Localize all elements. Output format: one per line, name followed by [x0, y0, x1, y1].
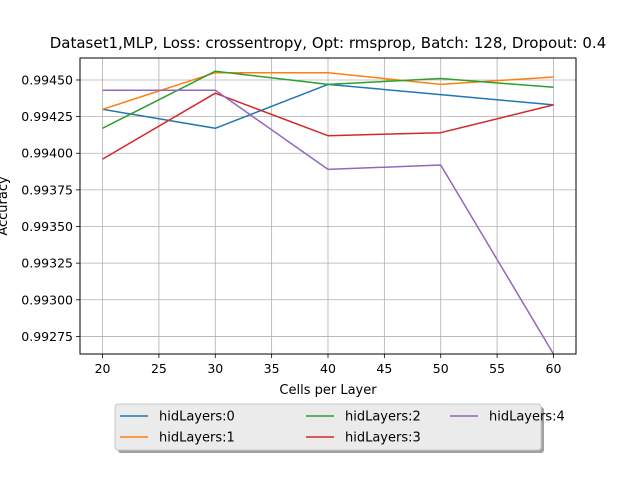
x-axis-ticks: 20 25 30 35 40 45 50 55 60 [95, 354, 562, 376]
legend-items: hidLayers:0 hidLayers:1 hidLayers:2 hidLaye… [120, 410, 565, 446]
x-tick-label: 30 [207, 361, 223, 376]
series-line [102, 92, 554, 160]
chart-title: Dataset1,MLP, Loss: crossentropy, Opt: r… [50, 34, 607, 52]
x-tick-label: 25 [151, 361, 167, 376]
y-tick-label: 0.99325 [21, 256, 73, 271]
series-lines [102, 70, 555, 355]
x-tick-label: 45 [376, 361, 392, 376]
x-tick-label: 50 [433, 361, 449, 376]
series-line [102, 89, 555, 355]
x-tick-label: 35 [264, 361, 280, 376]
x-tick-label: 20 [95, 361, 111, 376]
legend-label: hidLayers:0 [159, 410, 235, 425]
y-tick-label: 0.99425 [21, 109, 73, 124]
legend-label: hidLayers:1 [159, 431, 235, 446]
grid-lines [80, 58, 576, 354]
legend-label: hidLayers:3 [345, 431, 421, 446]
legend-box [114, 403, 542, 451]
y-tick-label: 0.99400 [21, 146, 73, 161]
y-tick-label: 0.99375 [21, 182, 73, 197]
y-tick-label: 0.99275 [21, 329, 73, 344]
y-tick-label: 0.99450 [21, 72, 73, 87]
x-axis-label: Cells per Layer [279, 383, 377, 398]
legend-label: hidLayers:2 [345, 410, 421, 425]
x-tick-label: 40 [320, 361, 336, 376]
y-axis-ticks: 0.99275 0.99300 0.99325 0.99350 0.99375 0.994… [21, 72, 80, 344]
y-tick-label: 0.99300 [21, 292, 73, 307]
legend-label: hidLayers:4 [489, 410, 565, 425]
x-tick-label: 60 [546, 361, 562, 376]
x-tick-label: 55 [489, 361, 505, 376]
y-tick-label: 0.99350 [21, 219, 73, 234]
legend: hidLayers:0 hidLayers:1 hidLayers:2 hidLaye… [114, 403, 565, 453]
y-axis-label: Accuracy [0, 176, 11, 236]
